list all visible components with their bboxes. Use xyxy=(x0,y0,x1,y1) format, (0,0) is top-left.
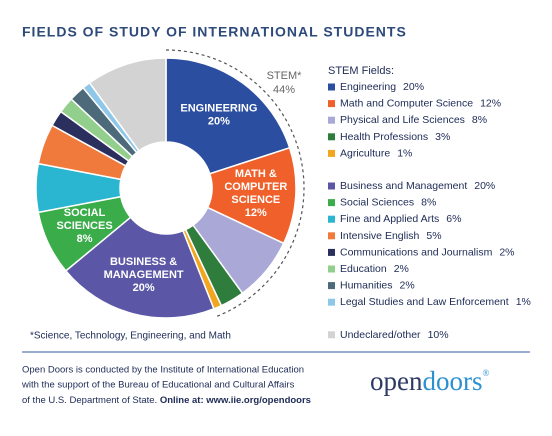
slice xyxy=(88,57,167,152)
legend-swatch xyxy=(328,116,335,124)
chart-title: FIELDS OF STUDY OF INTERNATIONAL STUDENT… xyxy=(22,24,407,40)
slice xyxy=(165,57,291,175)
footnote: *Science, Technology, Engineering, and M… xyxy=(30,331,231,342)
slice-value-label: 12% xyxy=(245,207,267,219)
legend-entry: Physical and Life Sciences 8% xyxy=(340,114,487,126)
legend-label: Undeclared/other xyxy=(340,329,421,341)
legend-entry: Engineering 20% xyxy=(340,81,424,93)
legend-entry: Undeclared/other 10% xyxy=(340,329,449,341)
legend-swatch xyxy=(328,182,335,190)
footer-link: Online at: www.iie.org/opendoors xyxy=(160,395,311,406)
legend-value: 6% xyxy=(446,213,461,225)
legend-swatch xyxy=(328,282,335,290)
legend-swatch xyxy=(328,149,335,157)
legend-swatch xyxy=(328,232,335,240)
slice-value-label: 8% xyxy=(77,233,93,245)
slice-label: ENGINEERING xyxy=(180,103,257,115)
legend-value: 8% xyxy=(472,114,487,126)
legend-swatch xyxy=(328,100,335,108)
slice-label: MATH & xyxy=(235,168,277,180)
legend-swatch xyxy=(328,83,335,91)
logo: opendoors® xyxy=(370,366,489,396)
legend-value: 2% xyxy=(394,263,409,275)
slice-value-label: 20% xyxy=(208,116,230,128)
legend-value: 8% xyxy=(421,196,436,208)
legend-swatch xyxy=(328,248,335,256)
legend-label: Education xyxy=(340,263,387,275)
logo-part: doors xyxy=(422,366,482,396)
legend-label: Humanities xyxy=(340,279,393,291)
legend-value: 10% xyxy=(428,329,449,341)
slice-label: SOCIAL xyxy=(64,207,106,219)
legend-label: Intensive English xyxy=(340,230,420,242)
legend-entry: Fine and Applied Arts 6% xyxy=(340,213,461,225)
legend-entry: Health Professions 3% xyxy=(340,131,450,143)
legend-swatch xyxy=(328,265,335,273)
legend-entry: Education 2% xyxy=(340,263,409,275)
legend-entry: Math and Computer Science 12% xyxy=(340,97,501,109)
group-label: STEM* xyxy=(267,70,303,82)
legend-label: Fine and Applied Arts xyxy=(340,213,439,225)
legend-value: 1% xyxy=(397,147,412,159)
legend-swatch xyxy=(328,133,335,141)
legend-label: Math and Computer Science xyxy=(340,97,473,109)
group-arc xyxy=(165,49,305,317)
slice-label: BUSINESS & xyxy=(110,256,177,268)
legend-entry: Communications and Journalism 2% xyxy=(340,246,515,258)
legend-value: 2% xyxy=(400,279,415,291)
slice-value-label: 20% xyxy=(133,282,155,294)
legend-swatch xyxy=(328,199,335,207)
legend-value: 3% xyxy=(435,131,450,143)
group-value-label: 44% xyxy=(273,84,295,96)
slice-label: COMPUTER xyxy=(224,181,287,193)
slice-label: MANAGEMENT xyxy=(104,269,184,281)
legend-value: 20% xyxy=(403,81,424,93)
legend-entry: Social Sciences 8% xyxy=(340,196,436,208)
legend-label: Business and Management xyxy=(340,180,467,192)
legend-label: Engineering xyxy=(340,81,396,93)
legend-title: STEM Fields: xyxy=(328,65,394,77)
footer-line: of the U.S. Department of State. Online … xyxy=(22,395,311,406)
logo-part: open xyxy=(370,366,423,396)
legend-value: 12% xyxy=(480,97,501,109)
legend-entry: Humanities 2% xyxy=(340,279,415,291)
legend-label: Communications and Journalism xyxy=(340,246,493,258)
legend-label: Physical and Life Sciences xyxy=(340,114,465,126)
legend-label: Social Sciences xyxy=(340,196,414,208)
legend-entry: Intensive English 5% xyxy=(340,230,442,242)
legend-value: 20% xyxy=(474,180,495,192)
legend-entry: Agriculture 1% xyxy=(340,147,412,159)
slice-label: SCIENCES xyxy=(56,220,112,232)
legend-swatch xyxy=(328,331,335,339)
legend-swatch xyxy=(328,298,335,306)
slice xyxy=(64,216,215,319)
legend-value: 1% xyxy=(516,296,531,308)
footer-text: of the U.S. Department of State. xyxy=(22,395,157,406)
footer-line: with the support of the Bureau of Educat… xyxy=(21,380,295,391)
legend-label: Agriculture xyxy=(340,147,390,159)
legend-label: Health Professions xyxy=(340,131,428,143)
legend-label: Legal Studies and Law Enforcement xyxy=(340,296,509,308)
slice-label: SCIENCE xyxy=(231,194,280,206)
footer-line: Open Doors is conducted by the Institute… xyxy=(22,365,304,376)
legend-value: 5% xyxy=(426,230,441,242)
legend-entry: Business and Management 20% xyxy=(340,180,495,192)
legend-entry: Legal Studies and Law Enforcement 1% xyxy=(340,296,531,308)
legend-value: 2% xyxy=(499,246,514,258)
legend-swatch xyxy=(328,215,335,223)
logo-mark: ® xyxy=(482,368,489,378)
